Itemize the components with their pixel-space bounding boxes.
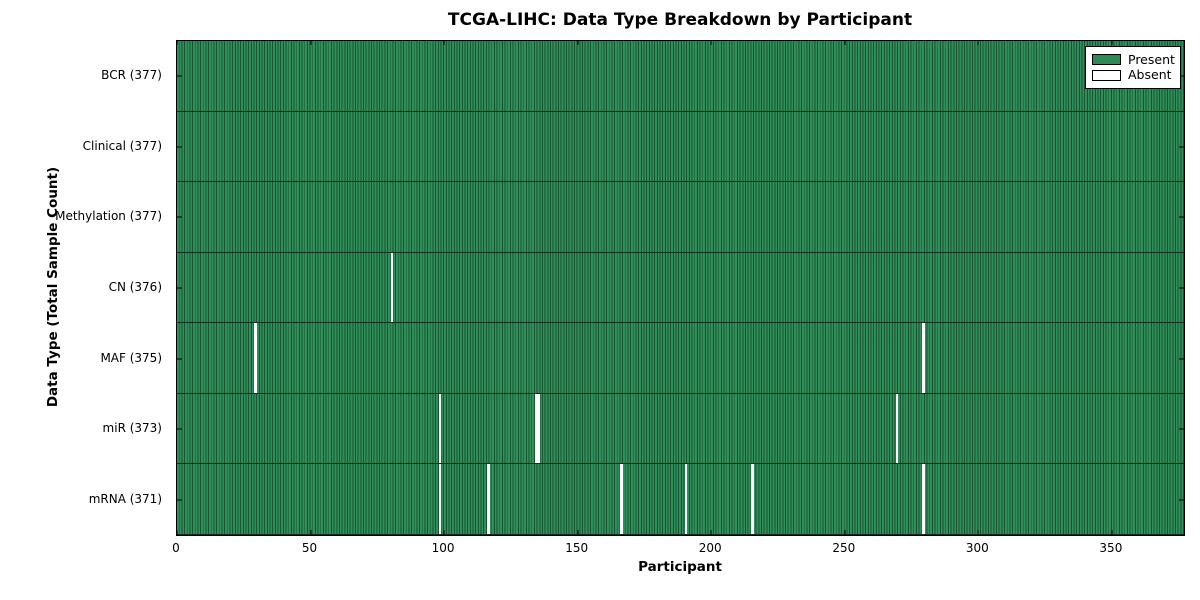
row-Methylation: [177, 182, 1184, 253]
absent-mark-miR-269: [895, 393, 899, 464]
absent-mark-miR-134: [534, 393, 538, 464]
legend-label-present: Present: [1128, 51, 1175, 67]
x-tick-label-150: 150: [565, 541, 589, 555]
absent-mark-MAF-279: [922, 323, 925, 393]
x-tick-label-50: 50: [301, 541, 318, 555]
x-tick-label-100: 100: [431, 541, 455, 555]
absent-mark-mRNA-166: [620, 464, 624, 535]
legend-entry-absent: Absent: [1092, 67, 1174, 82]
absent-mark-miR-98: [438, 393, 442, 464]
row-mRNA: [177, 464, 1184, 535]
chart-title: TCGA-LIHC: Data Type Breakdown by Partic…: [447, 10, 913, 30]
row-CN: [177, 252, 1184, 324]
x-tick-label-200: 200: [698, 541, 722, 555]
absent-mark-CN-80: [390, 252, 394, 323]
absent-mark-mRNA-190: [684, 464, 688, 535]
legend-label-absent: Absent: [1128, 67, 1172, 82]
row-miR: [177, 393, 1184, 465]
y-tick-label-BCR: BCR (377): [101, 68, 162, 83]
legend: Present Absent: [1085, 46, 1181, 89]
legend-swatch-absent: [1092, 69, 1121, 81]
absent-mark-mRNA-116: [486, 464, 490, 535]
x-tick-labels: 0 50 100 150 200 250 300 350: [172, 541, 1183, 557]
y-tick-label-miR: miR (373): [102, 421, 162, 436]
absent-mark-miR-135: [537, 393, 541, 464]
row-MAF: [177, 323, 1184, 394]
x-tick-label-0: 0: [172, 541, 180, 555]
y-tick-label-Clinical: Clinical (377): [82, 138, 162, 153]
row-BCR: [177, 41, 1184, 112]
absent-mark-mRNA-98: [438, 464, 442, 535]
y-tick-label-MAF: MAF (375): [100, 350, 162, 365]
absent-mark-MAF-29: [254, 323, 258, 393]
legend-entry-present: Present: [1092, 51, 1175, 67]
x-axis-title: Participant: [638, 559, 722, 575]
row-Clinical: [177, 111, 1184, 183]
y-tick-label-Methylation: Methylation (377): [55, 209, 162, 224]
plot-area: [176, 40, 1185, 536]
y-tick-labels: BCR (377) Clinical (377) Methylation (377)…: [0, 40, 169, 534]
x-tick-label-300: 300: [965, 541, 989, 555]
legend-swatch-present: [1092, 54, 1121, 66]
absent-mark-mRNA-279: [922, 464, 925, 535]
absent-mark-mRNA-215: [751, 464, 754, 535]
y-tick-label-mRNA: mRNA (371): [88, 491, 162, 506]
y-tick-label-CN: CN (376): [108, 280, 162, 294]
x-tick-label-350: 350: [1099, 541, 1123, 555]
x-tick-label-250: 250: [832, 541, 856, 555]
